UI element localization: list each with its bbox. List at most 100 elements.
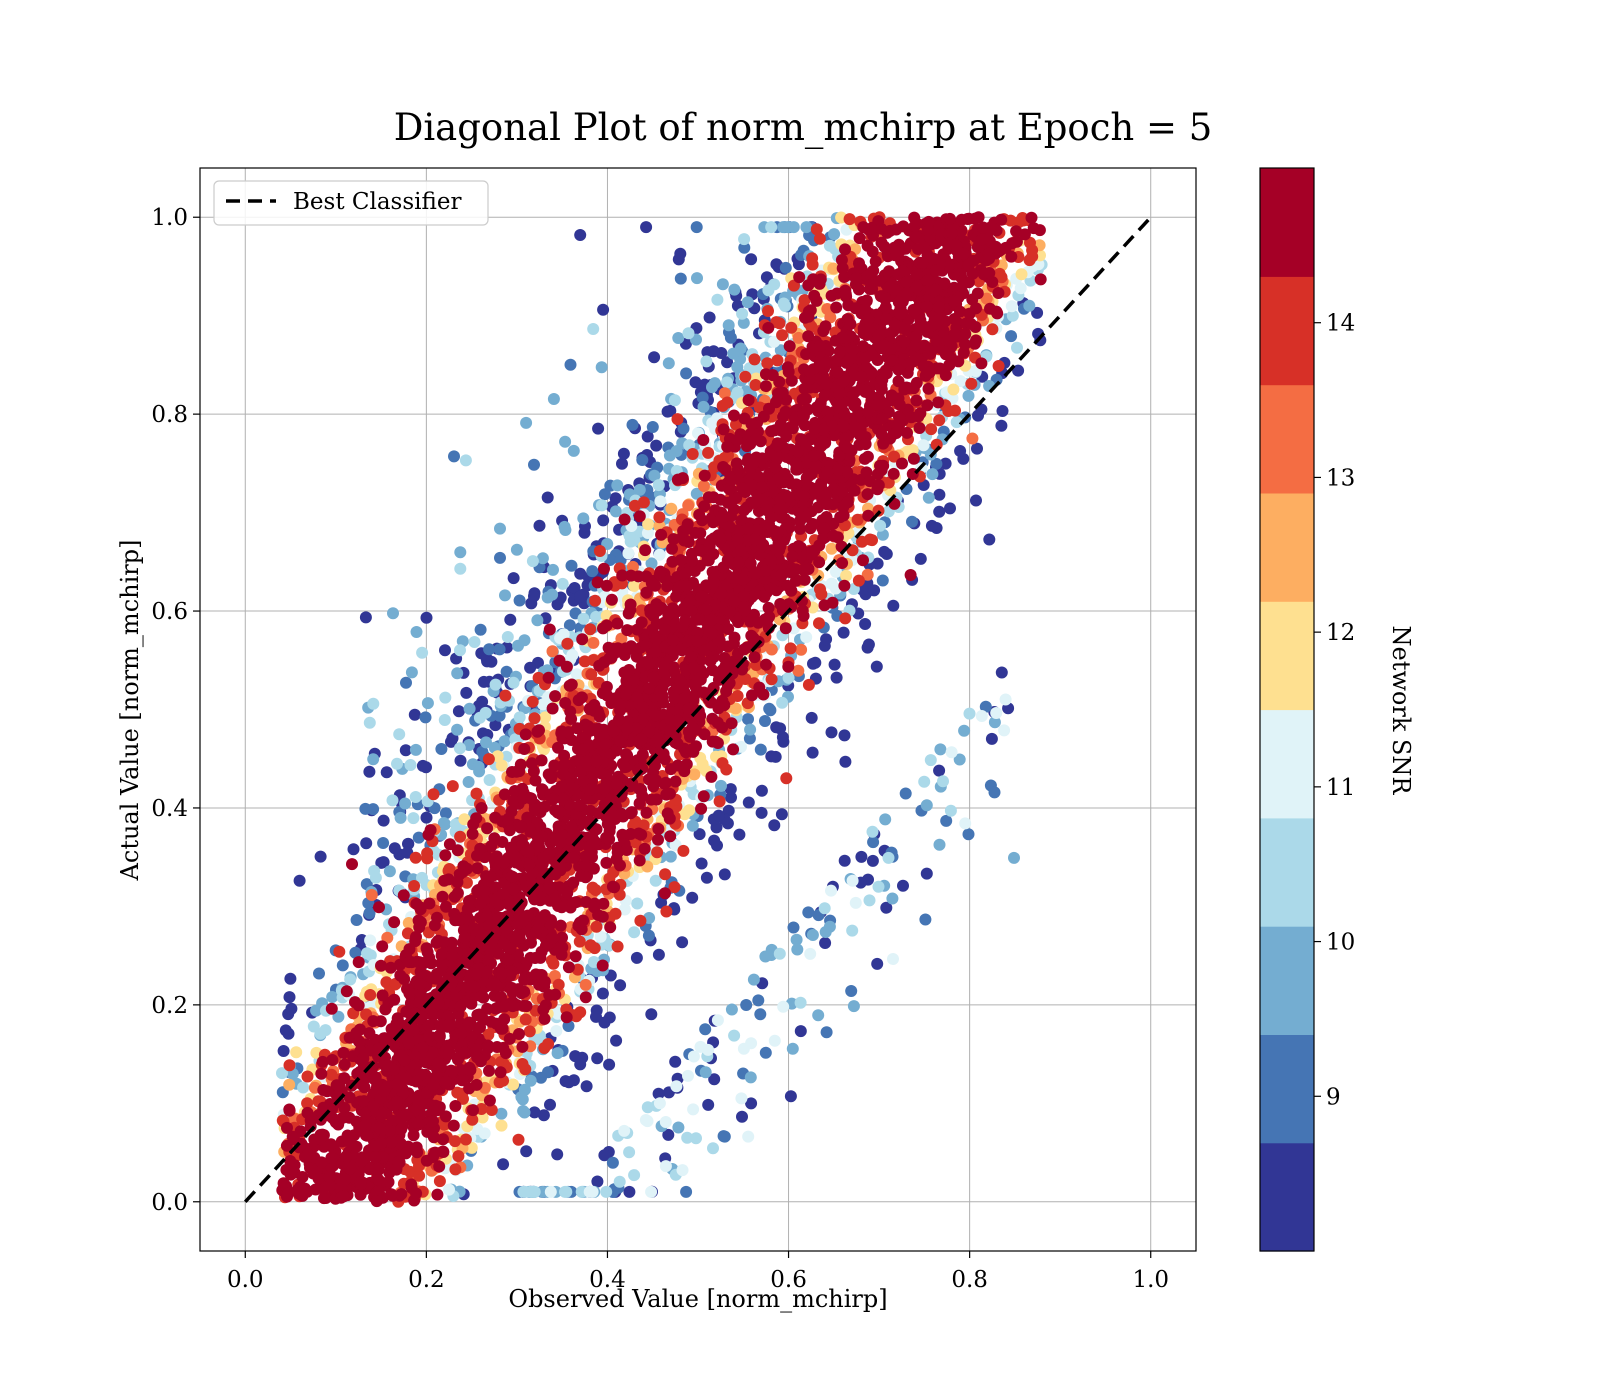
scatter-point <box>317 1084 330 1096</box>
scatter-point <box>794 522 807 535</box>
scatter-point <box>724 331 737 344</box>
scatter-point <box>937 775 949 788</box>
scatter-point <box>349 946 362 959</box>
scatter-point <box>663 449 676 462</box>
scatter-point <box>727 743 740 756</box>
scatter-point <box>728 1029 741 1042</box>
scatter-point <box>586 881 599 894</box>
scatter-point <box>652 833 664 846</box>
scatter-point <box>958 724 971 737</box>
scatter-point <box>677 844 690 857</box>
scatter-point <box>825 726 838 739</box>
scatter-point <box>839 243 851 256</box>
scatter-point <box>699 1066 712 1079</box>
scatter-point <box>954 445 967 457</box>
scatter-point <box>307 1020 320 1033</box>
scatter-point <box>498 735 511 748</box>
scatter-point <box>388 916 401 929</box>
scatter-point <box>880 901 893 914</box>
scatter-point <box>727 347 740 360</box>
scatter-point <box>838 854 851 867</box>
scatter-point <box>964 317 977 330</box>
scatter-point <box>346 858 358 871</box>
scatter-point <box>645 1185 658 1198</box>
scatter-point <box>875 427 888 440</box>
scatter-point <box>721 396 734 409</box>
scatter-point <box>712 809 725 822</box>
scatter-point <box>791 943 804 956</box>
scatter-point <box>872 504 885 517</box>
scatter-point <box>932 396 945 409</box>
scatter-point <box>641 1101 654 1114</box>
scatter-point <box>359 611 372 624</box>
scatter-point <box>870 660 883 673</box>
scatter-point <box>992 360 1005 372</box>
scatter-point <box>813 277 826 290</box>
scatter-point <box>603 1058 616 1071</box>
scatter-point <box>531 614 544 627</box>
scatter-point <box>349 996 361 1009</box>
scatter-point <box>533 519 546 532</box>
scatter-point <box>512 1133 525 1146</box>
scatter-point <box>849 896 862 909</box>
scatter-point <box>919 913 932 926</box>
scatter-point <box>680 1185 693 1198</box>
scatter-point <box>364 989 377 1001</box>
scatter-point <box>528 1185 541 1198</box>
scatter-point <box>460 686 473 699</box>
scatter-point <box>439 691 452 704</box>
scatter-point <box>459 1133 472 1146</box>
scatter-point <box>507 676 520 689</box>
scatter-point <box>458 813 471 826</box>
scatter-point <box>579 991 592 1004</box>
scatter-point <box>407 812 420 825</box>
scatter-point <box>550 1025 563 1037</box>
scatter-point <box>653 1097 666 1110</box>
scatter-point <box>707 1142 719 1155</box>
scatter-point <box>653 548 666 561</box>
scatter-point <box>584 623 597 636</box>
scatter-point <box>999 693 1012 706</box>
scatter-point <box>933 488 946 501</box>
scatter-point <box>835 254 848 266</box>
scatter-point <box>436 890 449 903</box>
scatter-point <box>872 479 885 492</box>
scatter-point <box>460 876 473 889</box>
scatter-point <box>517 1185 530 1198</box>
scatter-point <box>408 880 421 892</box>
scatter-point <box>659 887 671 900</box>
scatter-point <box>539 711 552 724</box>
scatter-point <box>863 894 876 907</box>
scatter-point <box>586 565 599 578</box>
scatter-point <box>922 491 935 504</box>
scatter-point <box>765 673 778 686</box>
scatter-point <box>755 806 768 819</box>
scatter-point <box>820 1026 833 1039</box>
scatter-point <box>513 1028 525 1040</box>
scatter-point <box>765 221 778 234</box>
scatter-point <box>454 644 466 657</box>
scatter-point <box>600 579 613 592</box>
scatter-point <box>500 665 513 678</box>
scatter-point <box>420 611 433 624</box>
scatter-point <box>402 837 415 850</box>
scatter-point <box>580 1080 593 1093</box>
scatter-point <box>489 719 502 732</box>
scatter-point <box>557 628 570 641</box>
scatter-point <box>452 705 465 718</box>
scatter-point <box>585 668 598 681</box>
scatter-point <box>625 569 637 582</box>
scatter-point <box>864 533 876 546</box>
scatter-point <box>926 468 939 481</box>
scatter-point <box>562 961 575 974</box>
scatter-point <box>494 551 506 564</box>
scatter-point <box>783 340 796 353</box>
scatter-point <box>595 499 608 512</box>
scatter-point <box>765 750 778 763</box>
scatter-point <box>995 419 1008 432</box>
scatter-point <box>830 565 842 578</box>
scatter-point <box>798 294 811 307</box>
scatter-point <box>598 488 611 501</box>
scatter-point <box>483 643 496 656</box>
scatter-point <box>1031 306 1044 319</box>
